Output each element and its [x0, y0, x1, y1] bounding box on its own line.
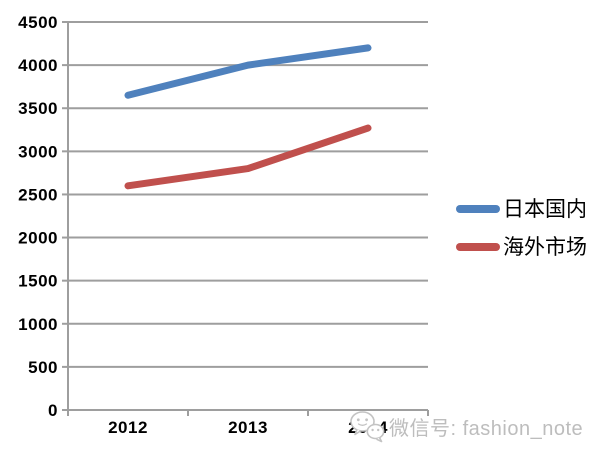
wechat-icon: [350, 411, 385, 443]
legend: 日本国内 海外市场: [456, 195, 587, 271]
y-tick-label: 0: [48, 401, 58, 420]
legend-label-overseas-market: 海外市场: [503, 235, 587, 259]
watermark: 微信号: fashion_note: [349, 409, 583, 443]
legend-label-japan-domestic: 日本国内: [503, 197, 587, 221]
legend-item-overseas-market: 海外市场: [456, 233, 587, 261]
y-tick-label: 3000: [18, 142, 58, 161]
x-tick-label: 2013: [228, 418, 268, 437]
y-tick-label: 1500: [18, 272, 58, 291]
legend-swatch-overseas-market: [456, 243, 500, 251]
y-tick-label: 3500: [18, 99, 58, 118]
y-tick-label: 500: [28, 358, 58, 377]
legend-swatch-japan-domestic: [456, 205, 500, 213]
y-tick-label: 4000: [18, 56, 58, 75]
y-tick-label: 2000: [18, 229, 58, 248]
watermark-text: 微信号: fashion_note: [389, 417, 584, 440]
y-tick-label: 1000: [18, 315, 58, 334]
x-tick-label: 2012: [108, 418, 148, 437]
y-tick-label: 2500: [18, 185, 58, 204]
y-tick-label: 4500: [18, 13, 58, 32]
series-line-1: [124, 124, 372, 190]
legend-item-japan-domestic: 日本国内: [456, 195, 587, 223]
series-line-0: [124, 44, 372, 99]
